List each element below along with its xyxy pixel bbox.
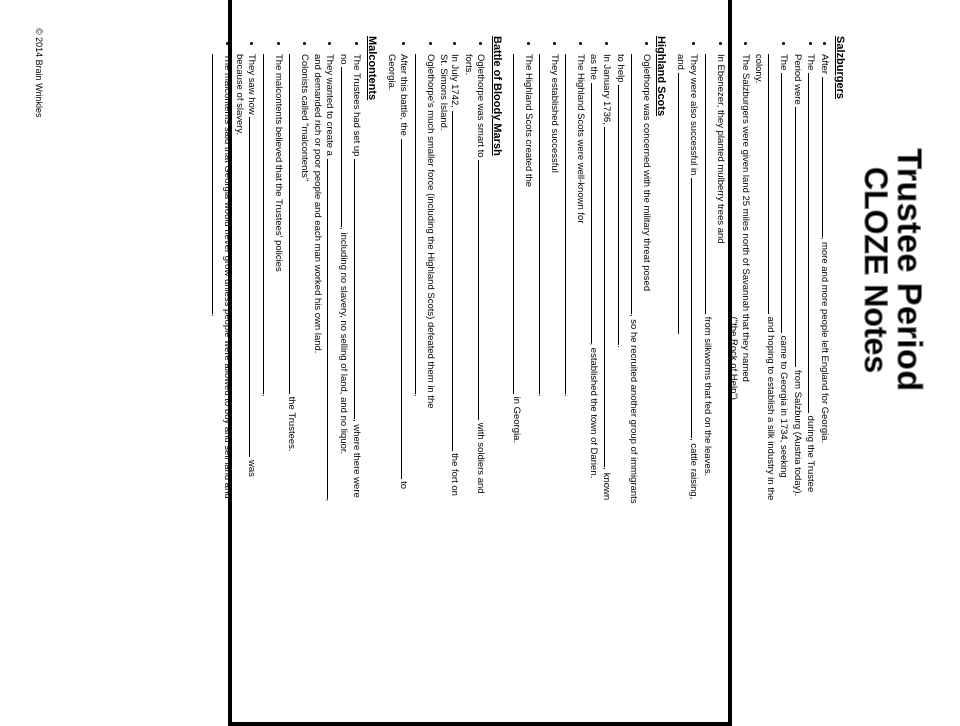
blank-line xyxy=(452,111,461,451)
note-item: The came to Georgia in 1734, seeking and… xyxy=(752,54,790,504)
section-heading: Highland Scots xyxy=(654,36,668,504)
note-item: In Ebenezer, they planted mulberry trees… xyxy=(701,54,726,504)
blank-line xyxy=(731,54,740,314)
note-item: In January 1736, , known as the , establ… xyxy=(587,54,613,504)
blank-line xyxy=(705,54,714,314)
blank-line xyxy=(795,107,804,367)
blank-line xyxy=(263,54,272,394)
blank-line xyxy=(327,159,336,499)
blank-line xyxy=(539,54,548,394)
blank-line xyxy=(478,160,487,420)
notes-list: Oglethorpe was smart to with soldiers an… xyxy=(385,54,487,504)
blank-line xyxy=(249,117,258,457)
note-item: The Salzburgers were given land 25 miles… xyxy=(727,54,752,504)
note-item: The malcontents said that Georgia would … xyxy=(208,54,233,504)
note-item: They wanted to create a , and demanded r… xyxy=(311,54,336,504)
note-item: The malcontents believed that the Truste… xyxy=(259,54,284,504)
note-item: The Trustees had set up , where there we… xyxy=(337,54,363,504)
section-heading: Malcontents xyxy=(365,36,379,504)
blank-line xyxy=(401,139,410,479)
blank-line xyxy=(604,127,613,467)
blank-line xyxy=(341,67,350,227)
blank-line xyxy=(513,54,522,394)
blank-line xyxy=(781,73,790,333)
blank-line xyxy=(768,54,777,314)
blank-line xyxy=(565,54,574,394)
blank-line xyxy=(808,73,817,413)
doc-title-line1: Trustee Period xyxy=(890,22,926,518)
note-item: Oglethorpe was concerned with the milita… xyxy=(614,54,652,504)
note-item: After , more and more people left Englan… xyxy=(818,54,831,504)
note-item: After this battle, the to Georgia. xyxy=(385,54,410,504)
note-item: They were also successful in , cattle ra… xyxy=(674,54,700,504)
blank-line xyxy=(631,54,640,314)
blank-line xyxy=(289,54,298,394)
section-heading: Salzburgers xyxy=(833,36,847,504)
note-item: They saw how was because of slavery. xyxy=(234,54,259,504)
section-heading: Battle of Bloody Marsh xyxy=(489,36,503,504)
notes-list: The Trustees had set up , where there we… xyxy=(208,54,363,504)
body-content: SalzburgersAfter , more and more people … xyxy=(203,22,858,518)
blank-line xyxy=(678,73,687,333)
copyright: © 2014 Brain Wrinkles xyxy=(34,28,44,118)
note-item: The Highland Scots created the in Georgi… xyxy=(510,54,535,504)
note-item: Oglethorpe was smart to with soldiers an… xyxy=(462,54,487,504)
blank-line xyxy=(415,54,424,394)
note-item: In July 1742, the fort on St. Simons Isl… xyxy=(437,54,462,504)
notes-list: Oglethorpe was concerned with the milita… xyxy=(510,54,652,504)
doc-title-line2: CLOZE Notes xyxy=(857,22,894,518)
blank-line xyxy=(822,77,831,237)
note-item: The Highland Scots were well-known for . xyxy=(561,54,586,504)
blank-line xyxy=(618,85,627,345)
notes-list: After , more and more people left Englan… xyxy=(674,54,831,504)
document-frame: Trustee Period CLOZE Notes SalzburgersAf… xyxy=(228,0,732,726)
document-inner: Trustee Period CLOZE Notes SalzburgersAf… xyxy=(28,22,932,518)
note-item: Colonists called "malcontents" the Trust… xyxy=(285,54,310,504)
content: Trustee Period CLOZE Notes SalzburgersAf… xyxy=(28,22,932,518)
blank-line xyxy=(354,159,363,419)
note-item: Oglethorpe's much smaller force (includi… xyxy=(411,54,436,504)
note-item: The during the Trustee Period were from … xyxy=(791,54,817,504)
blank-line xyxy=(591,83,600,343)
blank-line xyxy=(691,178,700,438)
blank-line xyxy=(212,54,221,314)
note-item: They established successful . xyxy=(535,54,560,504)
